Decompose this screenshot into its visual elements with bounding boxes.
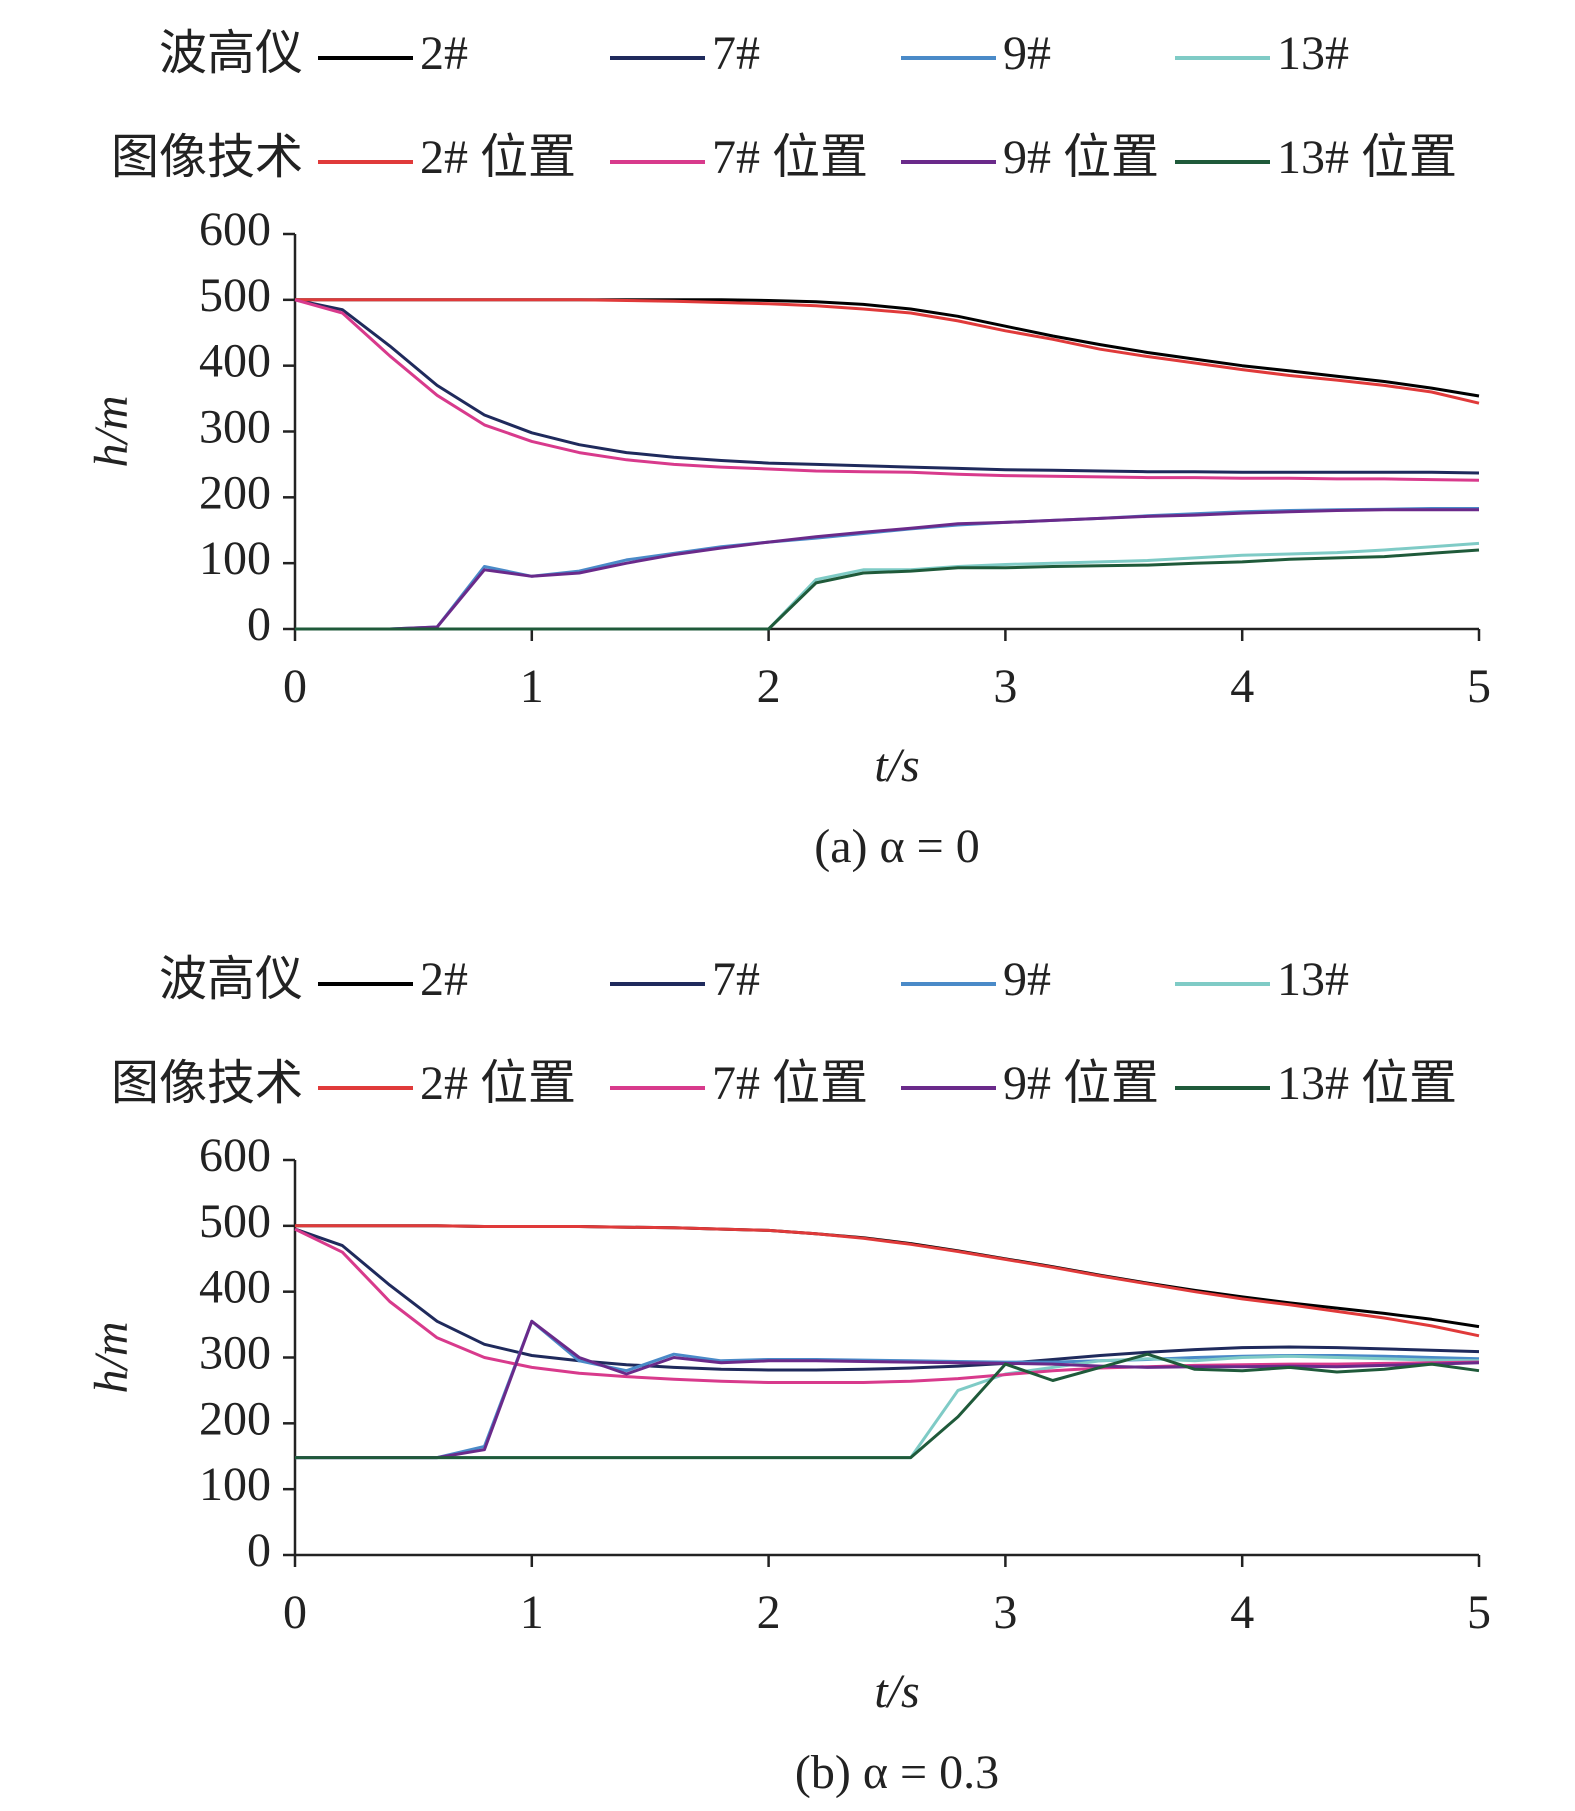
legend-title: 波高仪 (159, 27, 303, 80)
x-tick-label: 2 (757, 1586, 781, 1639)
caption: (b) α = 0.3 (795, 1746, 999, 1799)
x-tick-label: 3 (993, 1586, 1017, 1639)
y-tick-label: 400 (199, 335, 271, 388)
series-line (295, 298, 1480, 398)
legend-label: 2# (420, 953, 468, 1006)
series-line (295, 1319, 1480, 1460)
y-tick-label: 100 (199, 532, 271, 585)
legend-title: 图像技术 (111, 131, 303, 184)
legend-label: 9# (1003, 953, 1051, 1006)
y-tick-label: 500 (199, 1195, 271, 1248)
y-tick-label: 200 (199, 466, 271, 519)
y-tick-label: 300 (199, 401, 271, 454)
legend-label: 13# (1277, 27, 1349, 80)
series-line (295, 548, 1480, 631)
x-tick-label: 3 (993, 660, 1017, 713)
x-axis-label: t/s (874, 1665, 919, 1718)
legend-label: 9# (1003, 27, 1051, 80)
series-line (295, 1352, 1480, 1460)
x-tick-label: 4 (1230, 1586, 1254, 1639)
legend-label: 2# 位置 (420, 1057, 576, 1110)
x-tick-label: 5 (1467, 660, 1491, 713)
series-line (295, 1319, 1480, 1460)
y-tick-label: 600 (199, 1129, 271, 1182)
x-tick-label: 5 (1467, 1586, 1491, 1639)
series-line (295, 298, 1480, 405)
caption: (a) α = 0 (814, 820, 980, 873)
series-line (295, 508, 1479, 631)
legend-label: 7# 位置 (712, 131, 868, 184)
y-tick-label: 300 (199, 1327, 271, 1380)
legend-label: 13# (1277, 953, 1349, 1006)
series-line (295, 1224, 1480, 1338)
legend-title: 图像技术 (111, 1057, 303, 1110)
series-line (295, 1354, 1480, 1460)
y-axis-label: h/m (85, 1322, 138, 1394)
y-tick-label: 200 (199, 1392, 271, 1445)
y-axis-label: h/m (85, 396, 138, 468)
legend-title: 波高仪 (159, 953, 303, 1006)
x-tick-label: 4 (1230, 660, 1254, 713)
x-tick-label: 1 (520, 660, 544, 713)
x-tick-label: 2 (757, 660, 781, 713)
series-line (294, 298, 1480, 475)
legend-label: 13# 位置 (1277, 1057, 1457, 1110)
series-line (294, 298, 1480, 482)
x-tick-label: 0 (283, 660, 307, 713)
legend-label: 7# (712, 953, 760, 1006)
series-line (294, 1227, 1480, 1384)
y-tick-label: 100 (199, 1458, 271, 1511)
legend-label: 2# 位置 (420, 131, 576, 184)
legend-label: 9# 位置 (1003, 1057, 1159, 1110)
legend-label: 13# 位置 (1277, 131, 1457, 184)
y-tick-label: 500 (199, 269, 271, 322)
x-tick-label: 0 (283, 1586, 307, 1639)
legend-label: 7# (712, 27, 760, 80)
legend-label: 2# (420, 27, 468, 80)
legend-label: 7# 位置 (712, 1057, 868, 1110)
x-tick-label: 1 (520, 1586, 544, 1639)
x-axis-label: t/s (874, 739, 919, 792)
y-tick-label: 600 (199, 203, 271, 256)
y-tick-label: 400 (199, 1261, 271, 1314)
legend-label: 9# 位置 (1003, 131, 1159, 184)
series-line (294, 1227, 1480, 1372)
y-tick-label: 0 (247, 598, 271, 651)
y-tick-label: 0 (247, 1524, 271, 1577)
